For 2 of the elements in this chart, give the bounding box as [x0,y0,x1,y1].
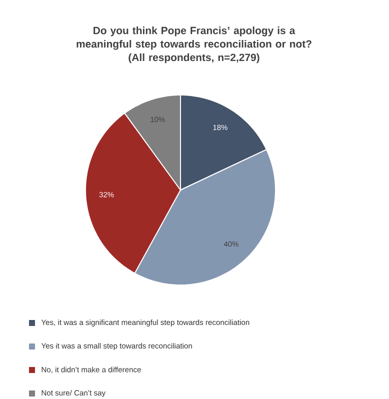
chart-subtitle: (All respondents, n=2,279) [128,53,260,64]
chart-title: Do you think Pope Francis’ apology is a meaningful step towards reconciliation or not? [76,26,312,50]
